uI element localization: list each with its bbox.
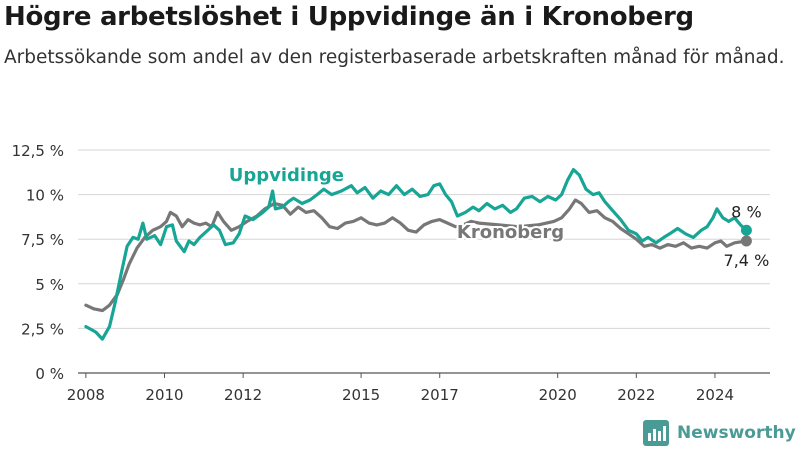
page-subtitle: Arbetssökande som andel av den registerb… — [4, 47, 785, 68]
y-tick-label: 5 % — [35, 276, 64, 294]
end-label-kronoberg: 7,4 % — [724, 251, 770, 270]
x-tick-label: 2024 — [696, 386, 734, 404]
series-line-uppvidinge — [84, 168, 748, 341]
x-axis: 2008 2010 2012 2015 2017 2020 2022 2024 — [67, 373, 734, 404]
x-tick-label: 2010 — [145, 386, 183, 404]
series-endpoint-kronoberg — [740, 235, 752, 247]
y-tick-label: 7,5 % — [21, 231, 64, 249]
x-tick-label: 2022 — [617, 386, 655, 404]
x-tick-label: 2020 — [539, 386, 577, 404]
x-tick-label: 2008 — [67, 386, 105, 404]
series-label-kronoberg: Kronoberg — [457, 222, 564, 243]
end-label-uppvidinge: 8 % — [731, 202, 761, 221]
y-tick-label: 0 % — [35, 365, 64, 383]
x-tick-label: 2017 — [421, 386, 459, 404]
page-title: Högre arbetslöshet i Uppvidinge än i Kro… — [4, 2, 694, 32]
brand-name: Newsworthy — [677, 423, 796, 443]
brand-logo: Newsworthy — [643, 420, 796, 446]
label-layer: 8 % 7,4 % Uppvidinge Kronoberg — [227, 163, 770, 270]
x-tick-label: 2015 — [342, 386, 380, 404]
series-line-kronoberg — [84, 198, 748, 313]
series-endpoint-uppvidinge — [740, 224, 752, 236]
grid-lines — [78, 149, 770, 374]
series-label-uppvidinge: Uppvidinge — [229, 165, 344, 186]
y-tick-label: 2,5 % — [21, 320, 64, 338]
series-layer — [84, 168, 752, 341]
x-tick-label: 2012 — [224, 386, 262, 404]
y-axis-ticks: 0 % 2,5 % 5 % 7,5 % 10 % 12,5 % — [12, 142, 64, 383]
y-tick-label: 10 % — [26, 187, 64, 205]
y-tick-label: 12,5 % — [12, 142, 64, 160]
newsworthy-chart-icon — [643, 420, 669, 446]
